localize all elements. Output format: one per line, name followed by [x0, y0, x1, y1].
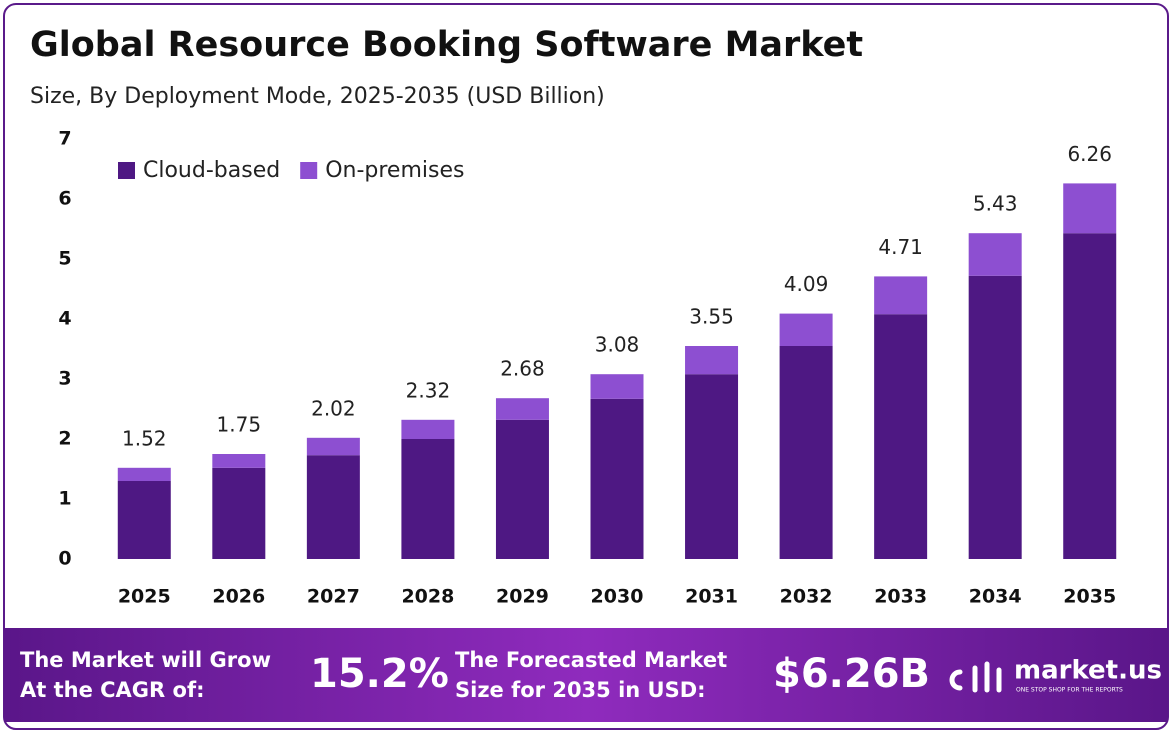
y-tick-label: 7: [58, 128, 71, 150]
bar-segment: [779, 313, 833, 346]
total-label: 6.26: [1067, 142, 1112, 166]
bar-segment: [874, 276, 928, 315]
footer-band: [4, 628, 1168, 722]
bar-segment: [968, 233, 1022, 276]
bar-segment: [968, 275, 1022, 559]
cagr-text: The Market will Grow: [20, 648, 271, 672]
y-tick-label: 2: [58, 428, 71, 450]
total-label: 2.02: [311, 396, 356, 420]
y-tick-label: 3: [58, 368, 71, 390]
bar-segment: [685, 346, 739, 375]
bar-segment: [306, 437, 360, 456]
y-tick-label: 5: [58, 248, 71, 270]
brand-logo: [949, 661, 1002, 693]
brand-name: market.us: [1014, 656, 1162, 686]
y-tick-label: 6: [58, 188, 71, 210]
bar-segment: [590, 398, 644, 559]
bar-segment: [212, 467, 266, 559]
total-label: 5.43: [973, 192, 1018, 216]
legend-swatch: [300, 162, 318, 179]
bar-segment: [495, 419, 549, 559]
legend-swatch: [118, 162, 135, 179]
x-tick-label: 2035: [1063, 586, 1116, 608]
y-tick-label: 1: [58, 488, 71, 510]
bar-segment: [874, 314, 928, 559]
x-tick-label: 2028: [401, 586, 454, 608]
x-tick-label: 2033: [874, 586, 927, 608]
bar-segment: [590, 374, 644, 399]
x-tick-label: 2029: [496, 586, 549, 608]
total-label: 1.75: [217, 413, 262, 437]
x-tick-label: 2032: [780, 586, 833, 608]
total-label: 2.68: [500, 357, 545, 381]
total-label: 3.55: [689, 305, 734, 329]
cagr-text: At the CAGR of:: [20, 678, 205, 702]
bar-segment: [401, 439, 455, 559]
x-tick-label: 2030: [591, 586, 644, 608]
total-label: 4.71: [878, 235, 923, 259]
x-tick-label: 2034: [969, 586, 1022, 608]
total-label: 2.32: [406, 378, 451, 402]
bar-segment: [1063, 183, 1117, 234]
bar-segment: [1063, 233, 1117, 559]
y-tick-label: 4: [58, 308, 71, 330]
brand-tagline: ONE STOP SHOP FOR THE REPORTS: [1016, 687, 1123, 694]
chart-title: Global Resource Booking Software Market: [30, 25, 863, 65]
bar-segment: [306, 455, 360, 559]
x-tick-label: 2025: [118, 586, 171, 608]
bar-segment: [212, 454, 266, 468]
total-label: 4.09: [784, 272, 829, 296]
forecast-text: The Forecasted Market: [455, 648, 727, 672]
bar-segment: [117, 467, 171, 481]
legend-label: On-premises: [325, 158, 464, 183]
forecast-text: Size for 2035 in USD:: [455, 678, 706, 702]
forecast-value: $6.26B: [773, 651, 930, 697]
y-tick-label: 0: [58, 548, 71, 570]
x-tick-label: 2027: [307, 586, 360, 608]
bar-segment: [401, 419, 455, 439]
total-label: 3.08: [595, 333, 640, 357]
bar-segment: [117, 481, 171, 559]
bar-segment: [495, 398, 549, 420]
bar-segment: [779, 346, 833, 559]
x-tick-label: 2026: [212, 586, 265, 608]
x-tick-label: 2031: [685, 586, 738, 608]
cagr-value: 15.2%: [310, 651, 449, 697]
legend-label: Cloud-based: [143, 158, 280, 183]
bar-segment: [685, 374, 739, 559]
total-label: 1.52: [122, 426, 167, 450]
chart-subtitle: Size, By Deployment Mode, 2025-2035 (USD…: [30, 84, 605, 109]
